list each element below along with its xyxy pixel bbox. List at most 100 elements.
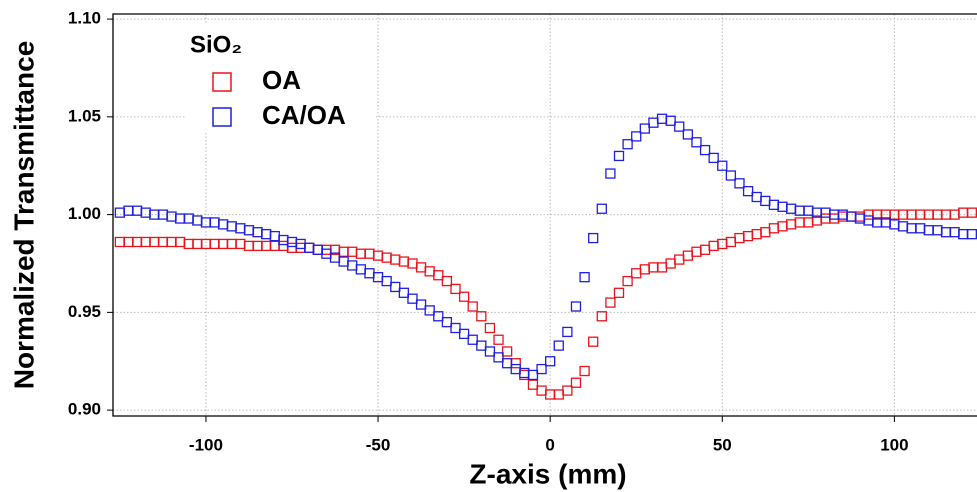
- marker: [226, 238, 237, 250]
- marker: [338, 246, 349, 257]
- marker: [166, 236, 177, 248]
- marker: [304, 242, 315, 253]
- marker: [674, 254, 685, 265]
- marker: [682, 129, 694, 140]
- y-tick-label: 0.90: [68, 400, 101, 419]
- marker: [940, 227, 952, 238]
- marker: [304, 242, 315, 253]
- marker: [682, 250, 694, 261]
- marker: [476, 340, 487, 351]
- marker: [123, 205, 134, 216]
- marker: [751, 229, 762, 240]
- marker: [579, 272, 590, 283]
- marker: [131, 205, 143, 216]
- marker: [785, 203, 797, 214]
- marker: [803, 217, 814, 228]
- marker: [114, 207, 126, 218]
- marker: [286, 236, 298, 248]
- marker: [613, 287, 625, 298]
- marker: [441, 316, 453, 328]
- marker: [588, 232, 599, 244]
- marker: [235, 238, 246, 250]
- marker: [785, 219, 797, 230]
- marker: [149, 236, 160, 248]
- marker: [553, 340, 564, 351]
- marker: [174, 213, 186, 224]
- marker: [966, 207, 977, 218]
- marker: [527, 379, 539, 390]
- marker: [545, 356, 556, 367]
- marker: [588, 336, 599, 347]
- marker: [493, 334, 504, 345]
- marker: [622, 139, 633, 150]
- marker: [450, 283, 461, 295]
- marker: [218, 238, 229, 250]
- marker: [742, 230, 754, 242]
- marker: [717, 238, 728, 250]
- marker: [123, 236, 134, 248]
- marker: [958, 229, 969, 240]
- marker: [209, 217, 220, 228]
- marker: [140, 236, 151, 248]
- marker: [570, 377, 582, 388]
- x-tick-label: 50: [713, 435, 732, 454]
- marker: [149, 209, 160, 220]
- marker: [768, 223, 780, 234]
- y-tick-label: 1.05: [68, 106, 101, 125]
- marker: [639, 264, 650, 275]
- marker: [398, 256, 410, 267]
- marker: [915, 209, 926, 220]
- marker: [467, 301, 478, 312]
- marker: [484, 346, 496, 357]
- marker: [200, 238, 212, 250]
- marker: [536, 363, 547, 375]
- marker: [648, 262, 659, 273]
- marker: [958, 207, 969, 218]
- marker: [269, 240, 280, 252]
- marker: [398, 287, 410, 298]
- marker: [501, 358, 513, 369]
- marker: [863, 215, 874, 226]
- marker: [338, 256, 349, 267]
- marker: [846, 211, 857, 222]
- y-axis-label: Normalized Transmittance: [8, 41, 39, 390]
- marker: [415, 262, 427, 273]
- marker: [243, 240, 255, 252]
- legend-title: SiO₂: [190, 31, 242, 58]
- marker: [777, 221, 788, 232]
- marker: [777, 201, 788, 212]
- x-tick-label: -100: [189, 435, 223, 454]
- marker: [218, 219, 229, 230]
- marker: [923, 225, 934, 236]
- marker: [863, 209, 874, 220]
- marker: [639, 123, 650, 134]
- marker: [570, 301, 582, 312]
- marker: [157, 236, 169, 248]
- y-tick-label: 1.00: [68, 204, 101, 223]
- marker: [562, 326, 573, 338]
- marker: [415, 299, 427, 310]
- marker: [545, 389, 556, 400]
- marker: [751, 191, 762, 203]
- y-tick-label: 1.10: [68, 9, 101, 28]
- marker: [433, 270, 444, 281]
- marker: [347, 260, 358, 271]
- marker: [484, 322, 496, 334]
- marker: [200, 217, 212, 228]
- marker: [407, 293, 418, 304]
- marker: [897, 221, 909, 232]
- marker: [467, 334, 478, 345]
- marker: [269, 230, 280, 242]
- marker: [656, 262, 668, 273]
- marker: [433, 311, 444, 322]
- marker: [579, 365, 590, 377]
- marker: [183, 238, 194, 250]
- marker: [622, 275, 633, 287]
- marker: [390, 281, 401, 293]
- marker: [966, 229, 977, 240]
- marker: [450, 322, 461, 334]
- marker: [742, 185, 754, 197]
- marker: [699, 244, 711, 255]
- marker: [458, 291, 470, 302]
- marker: [915, 223, 926, 234]
